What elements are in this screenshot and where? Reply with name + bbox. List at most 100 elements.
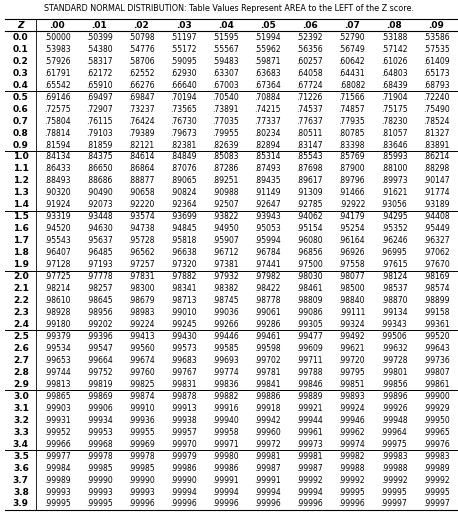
Text: .65910: .65910 (86, 81, 113, 90)
Text: .92073: .92073 (86, 200, 113, 209)
Text: .98341: .98341 (170, 284, 197, 293)
Text: .99720: .99720 (338, 356, 365, 365)
Text: .58706: .58706 (128, 57, 155, 66)
Text: .99931: .99931 (44, 416, 71, 425)
Text: .66640: .66640 (170, 81, 197, 90)
Text: .53586: .53586 (423, 33, 449, 42)
Text: .99940: .99940 (212, 416, 239, 425)
Text: .99996: .99996 (254, 500, 281, 508)
Text: .99957: .99957 (170, 428, 197, 437)
Text: 3.2: 3.2 (13, 416, 29, 425)
Text: .79103: .79103 (86, 129, 113, 138)
Text: .99413: .99413 (128, 332, 155, 341)
Text: .66276: .66276 (128, 81, 155, 90)
Text: .99946: .99946 (338, 416, 365, 425)
Text: .99664: .99664 (86, 356, 113, 365)
Text: .99180: .99180 (44, 320, 71, 329)
Text: .95154: .95154 (296, 224, 323, 233)
Text: .90824: .90824 (170, 188, 197, 197)
Text: .80234: .80234 (255, 129, 281, 138)
Text: .99379: .99379 (44, 332, 71, 341)
Text: .96638: .96638 (170, 248, 197, 257)
Text: .99886: .99886 (255, 392, 281, 401)
Text: .68793: .68793 (423, 81, 449, 90)
Text: .54380: .54380 (86, 45, 113, 54)
Text: .99702: .99702 (254, 356, 281, 365)
Text: .99846: .99846 (296, 380, 323, 389)
Text: .57535: .57535 (423, 45, 449, 54)
Text: .99977: .99977 (44, 452, 71, 461)
Text: .81057: .81057 (381, 129, 407, 138)
Text: 2.5: 2.5 (13, 332, 29, 341)
Text: .99934: .99934 (86, 416, 113, 425)
Text: .92364: .92364 (170, 200, 197, 209)
Text: .99111: .99111 (338, 308, 365, 317)
Text: .65173: .65173 (423, 69, 449, 78)
Text: .99693: .99693 (212, 356, 239, 365)
Text: .99968: .99968 (86, 440, 113, 449)
Text: .99865: .99865 (44, 392, 71, 401)
Text: .97381: .97381 (213, 260, 239, 269)
Text: .99774: .99774 (212, 368, 239, 377)
Text: .99324: .99324 (338, 320, 365, 329)
Text: .99781: .99781 (255, 368, 281, 377)
Text: .99801: .99801 (381, 368, 407, 377)
Text: .85993: .85993 (381, 153, 407, 161)
Text: .99158: .99158 (423, 308, 449, 317)
Text: .98422: .98422 (255, 284, 281, 293)
Text: .98610: .98610 (44, 296, 71, 305)
Text: .04: .04 (218, 21, 234, 30)
Text: .99926: .99926 (381, 404, 407, 413)
Text: .87493: .87493 (254, 164, 281, 174)
Text: .90490: .90490 (86, 188, 113, 197)
Text: .97320: .97320 (170, 260, 197, 269)
Text: .98077: .98077 (338, 272, 365, 281)
Text: .99036: .99036 (212, 308, 239, 317)
Text: .99736: .99736 (423, 356, 449, 365)
Text: .51994: .51994 (254, 33, 281, 42)
Text: .50399: .50399 (86, 33, 113, 42)
Text: .96080: .96080 (296, 236, 323, 245)
Text: .64431: .64431 (338, 69, 365, 78)
Text: .98870: .98870 (381, 296, 407, 305)
Text: .88298: .88298 (423, 164, 449, 174)
Text: .99955: .99955 (128, 428, 155, 437)
Text: .52790: .52790 (338, 33, 365, 42)
Text: .99430: .99430 (170, 332, 197, 341)
Text: .97500: .97500 (296, 260, 323, 269)
Text: .99986: .99986 (170, 463, 197, 473)
Text: .98574: .98574 (423, 284, 449, 293)
Text: .97932: .97932 (213, 272, 239, 281)
Text: .99245: .99245 (170, 320, 197, 329)
Text: .99969: .99969 (128, 440, 155, 449)
Text: .96164: .96164 (338, 236, 365, 245)
Text: .99010: .99010 (170, 308, 197, 317)
Text: .99989: .99989 (44, 476, 71, 484)
Text: .99598: .99598 (254, 344, 281, 353)
Text: .98124: .98124 (381, 272, 407, 281)
Text: .99990: .99990 (170, 476, 197, 484)
Text: 0.4: 0.4 (13, 81, 29, 90)
Text: .99795: .99795 (338, 368, 365, 377)
Text: .99974: .99974 (338, 440, 365, 449)
Text: .55962: .55962 (254, 45, 281, 54)
Text: .82381: .82381 (170, 140, 196, 150)
Text: 3.1: 3.1 (13, 404, 29, 413)
Text: .99643: .99643 (423, 344, 449, 353)
Text: .91466: .91466 (338, 188, 365, 197)
Text: .99767: .99767 (170, 368, 197, 377)
Text: .85769: .85769 (338, 153, 365, 161)
Text: .93574: .93574 (128, 212, 155, 221)
Text: .97831: .97831 (128, 272, 155, 281)
Text: .89065: .89065 (170, 177, 197, 185)
Text: .51197: .51197 (170, 33, 197, 42)
Text: 2.7: 2.7 (13, 356, 29, 365)
Text: .76424: .76424 (128, 117, 155, 125)
Text: .99960: .99960 (254, 428, 281, 437)
Text: .82121: .82121 (128, 140, 154, 150)
Text: .99971: .99971 (213, 440, 239, 449)
Text: .00: .00 (49, 21, 65, 30)
Text: 1.5: 1.5 (13, 212, 29, 221)
Text: .99953: .99953 (86, 428, 113, 437)
Text: .80785: .80785 (338, 129, 365, 138)
